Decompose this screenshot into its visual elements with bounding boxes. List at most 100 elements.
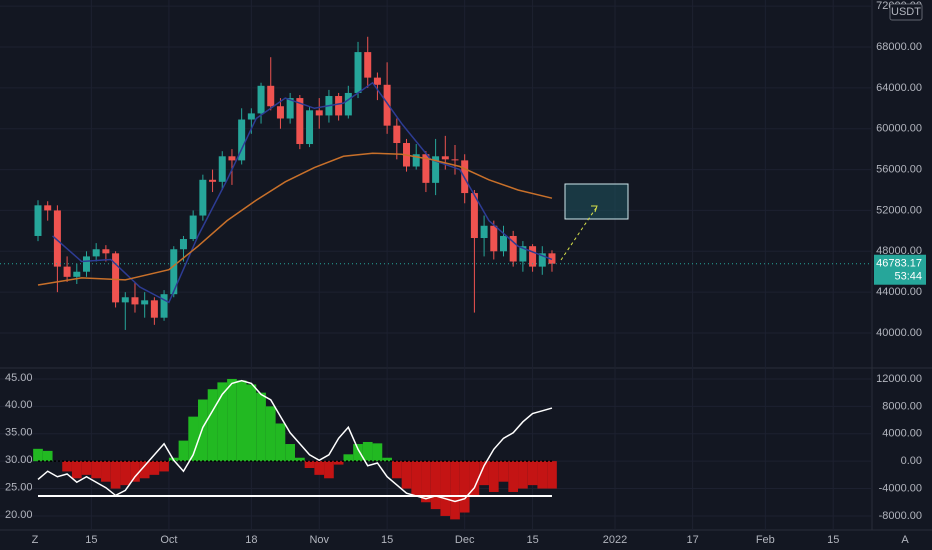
marks bbox=[0, 36, 872, 520]
y-tick-label: 40000.00 bbox=[876, 327, 922, 339]
histogram-bar bbox=[265, 406, 276, 462]
histogram-bar bbox=[440, 461, 451, 516]
arrow-head bbox=[591, 205, 598, 213]
grid bbox=[0, 0, 872, 530]
x-tick-label: Oct bbox=[160, 534, 177, 546]
histogram-bar bbox=[518, 461, 528, 489]
histogram-bar bbox=[62, 461, 72, 472]
histogram-bar bbox=[421, 461, 431, 503]
candle-body bbox=[82, 256, 90, 272]
y2-tick-label: -8000.00 bbox=[879, 510, 922, 522]
candle-body bbox=[257, 85, 265, 114]
histogram-bar bbox=[71, 461, 82, 479]
histogram-bar bbox=[498, 461, 509, 482]
candle-body bbox=[112, 253, 120, 303]
candle-body bbox=[228, 156, 236, 161]
histogram-bar bbox=[324, 461, 334, 479]
labels: 40000.00 44000.00 48000.00 52000.00 56000.00… bbox=[5, 0, 926, 546]
candle-body bbox=[480, 225, 488, 239]
target-box bbox=[564, 183, 629, 220]
candle-body bbox=[499, 235, 507, 252]
y-tick-label: 35.00 bbox=[5, 427, 33, 439]
candle-body bbox=[189, 215, 197, 240]
histogram-bar bbox=[81, 461, 92, 475]
histogram-bar bbox=[450, 461, 460, 520]
candle-body bbox=[335, 96, 343, 116]
histogram-bar bbox=[130, 461, 140, 482]
y2-tick-label: -4000.00 bbox=[879, 482, 922, 494]
histogram-bar bbox=[508, 461, 519, 492]
quote-box[interactable] bbox=[889, 3, 923, 21]
quote-label[interactable]: USDT bbox=[891, 6, 921, 18]
histogram-bar bbox=[91, 461, 102, 479]
candle-body bbox=[315, 110, 323, 116]
histogram-bar bbox=[236, 380, 247, 462]
candle-body bbox=[432, 156, 440, 183]
histogram-bar bbox=[459, 461, 470, 513]
candle-body bbox=[441, 156, 449, 160]
histogram-bar bbox=[314, 461, 325, 475]
y2-tick-label: 0.00 bbox=[901, 455, 922, 467]
histogram-bar bbox=[110, 461, 121, 489]
candle-body bbox=[160, 294, 168, 318]
candle-body bbox=[44, 205, 52, 211]
histogram-bar bbox=[159, 461, 169, 472]
histogram-bar bbox=[294, 457, 305, 462]
histogram-bar bbox=[285, 444, 295, 462]
candle-body bbox=[422, 154, 430, 183]
candle-body bbox=[209, 179, 217, 182]
y2-tick-label: 4000.00 bbox=[882, 428, 922, 440]
histogram-bar bbox=[149, 461, 160, 475]
x-tick-label: Feb bbox=[756, 534, 775, 546]
candle-body bbox=[344, 92, 352, 116]
y-tick-label: 52000.00 bbox=[876, 204, 922, 216]
candle-body bbox=[412, 154, 420, 167]
histogram-bar bbox=[333, 461, 344, 465]
histogram-bar bbox=[527, 461, 538, 486]
candle-body bbox=[141, 300, 149, 305]
last-price-label: 46783.17 bbox=[876, 258, 922, 270]
y-tick-label: 60000.00 bbox=[876, 123, 922, 135]
toolbar-right[interactable]: A bbox=[901, 534, 909, 546]
candle-body bbox=[73, 271, 81, 277]
candle-body bbox=[92, 249, 100, 257]
last-price-box bbox=[874, 254, 926, 285]
histogram-bar bbox=[430, 461, 441, 510]
y-tick-label: 64000.00 bbox=[876, 82, 922, 94]
candle-body bbox=[490, 225, 498, 252]
candle-body bbox=[470, 193, 478, 239]
y-tick-label: 48000.00 bbox=[876, 245, 922, 257]
histogram-bar bbox=[178, 440, 189, 462]
candle-body bbox=[150, 300, 158, 318]
moving-average bbox=[52, 81, 553, 304]
histogram-bar bbox=[411, 461, 422, 496]
candle-body bbox=[519, 246, 527, 262]
histogram-bar bbox=[139, 461, 150, 479]
candle-body bbox=[34, 205, 42, 236]
candle-body bbox=[238, 119, 246, 161]
toolbar-left[interactable]: Z bbox=[32, 534, 39, 546]
candle-body bbox=[179, 239, 187, 250]
histogram-bar bbox=[391, 461, 402, 479]
candle-body bbox=[286, 98, 294, 119]
histogram-bar bbox=[207, 389, 218, 462]
x-tick-label: 15 bbox=[85, 534, 97, 546]
candle-body bbox=[306, 110, 314, 145]
candle-body bbox=[509, 235, 517, 262]
candle-body bbox=[373, 77, 381, 85]
histogram-bar bbox=[343, 454, 354, 462]
y2-tick-label: 8000.00 bbox=[882, 400, 922, 412]
histogram-bar bbox=[304, 461, 315, 469]
countdown-label: 53:44 bbox=[894, 271, 922, 283]
histogram-bar bbox=[372, 443, 383, 462]
candle-body bbox=[170, 249, 178, 295]
y-tick-label: 20.00 bbox=[5, 509, 33, 521]
candle-body bbox=[102, 249, 110, 254]
x-tick-label: 15 bbox=[827, 534, 839, 546]
histogram-bar bbox=[469, 461, 480, 496]
x-tick-label: 15 bbox=[526, 534, 538, 546]
candle-body bbox=[276, 106, 284, 119]
histogram-bar bbox=[188, 416, 199, 462]
